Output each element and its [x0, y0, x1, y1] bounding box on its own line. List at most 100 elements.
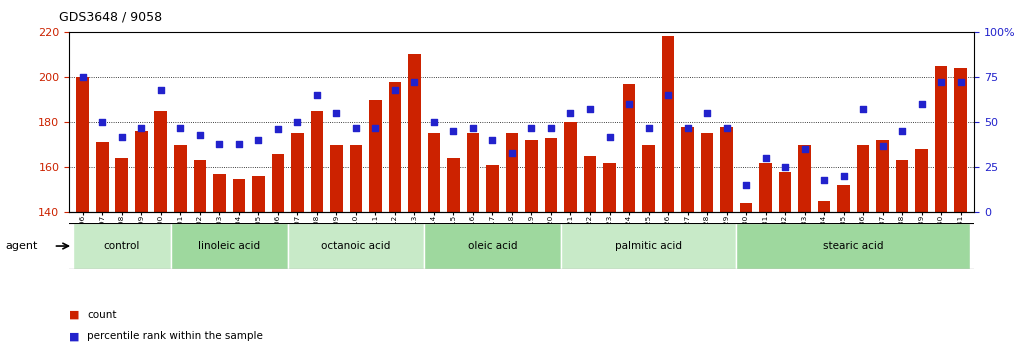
Bar: [427, 133, 440, 212]
Bar: [213, 174, 226, 212]
Point: [386, 87, 403, 92]
Point: [309, 92, 325, 98]
Bar: [193, 160, 206, 212]
Bar: [935, 66, 948, 212]
Point: [367, 125, 383, 130]
Text: control: control: [104, 241, 140, 251]
Point: [328, 110, 345, 116]
Text: count: count: [87, 310, 117, 320]
Point: [777, 164, 793, 170]
Bar: [545, 138, 557, 212]
Bar: [310, 111, 323, 212]
Text: octanoic acid: octanoic acid: [321, 241, 391, 251]
Bar: [467, 133, 479, 212]
Point: [875, 143, 891, 148]
Bar: [837, 185, 850, 212]
Bar: [798, 145, 811, 212]
Bar: [681, 127, 694, 212]
Bar: [564, 122, 577, 212]
Point: [835, 173, 851, 179]
Point: [231, 141, 247, 147]
Bar: [171, 223, 288, 269]
Bar: [96, 142, 109, 212]
Point: [601, 134, 617, 139]
Bar: [331, 145, 343, 212]
Point: [699, 110, 715, 116]
Point: [133, 125, 149, 130]
Point: [348, 125, 364, 130]
Bar: [877, 140, 889, 212]
Point: [212, 141, 228, 147]
Point: [445, 129, 462, 134]
Point: [855, 107, 872, 112]
Bar: [622, 84, 636, 212]
Point: [95, 119, 111, 125]
Text: agent: agent: [5, 241, 38, 251]
Bar: [486, 165, 498, 212]
Bar: [560, 223, 736, 269]
Point: [718, 125, 734, 130]
Point: [738, 183, 755, 188]
Bar: [408, 55, 421, 212]
Point: [796, 147, 813, 152]
Bar: [155, 111, 167, 212]
Point: [503, 150, 520, 156]
Point: [153, 87, 169, 92]
Bar: [288, 223, 424, 269]
Point: [758, 155, 774, 161]
Bar: [525, 140, 538, 212]
Point: [641, 125, 657, 130]
Bar: [779, 172, 791, 212]
Bar: [818, 201, 831, 212]
Point: [660, 92, 676, 98]
Text: linoleic acid: linoleic acid: [198, 241, 260, 251]
Point: [114, 134, 130, 139]
Point: [894, 129, 910, 134]
Bar: [135, 131, 147, 212]
Point: [250, 137, 266, 143]
Bar: [73, 223, 171, 269]
Bar: [369, 99, 381, 212]
Bar: [662, 36, 674, 212]
Point: [543, 125, 559, 130]
Point: [484, 137, 500, 143]
Bar: [116, 158, 128, 212]
Bar: [739, 203, 753, 212]
Bar: [252, 176, 264, 212]
Bar: [915, 149, 928, 212]
Point: [426, 119, 442, 125]
Bar: [720, 127, 733, 212]
Point: [465, 125, 481, 130]
Point: [562, 110, 579, 116]
Bar: [505, 133, 519, 212]
Bar: [603, 163, 616, 212]
Bar: [642, 145, 655, 212]
Point: [407, 80, 423, 85]
Point: [679, 125, 696, 130]
Bar: [954, 68, 967, 212]
Text: oleic acid: oleic acid: [468, 241, 518, 251]
Bar: [447, 158, 460, 212]
Bar: [272, 154, 284, 212]
Bar: [233, 178, 245, 212]
Point: [933, 80, 949, 85]
Text: ■: ■: [69, 331, 79, 341]
Point: [582, 107, 598, 112]
Bar: [174, 145, 187, 212]
Text: percentile rank within the sample: percentile rank within the sample: [87, 331, 263, 341]
Bar: [350, 145, 362, 212]
Point: [192, 132, 208, 138]
Point: [172, 125, 188, 130]
Bar: [291, 133, 304, 212]
Point: [289, 119, 305, 125]
Point: [913, 101, 930, 107]
Text: palmitic acid: palmitic acid: [615, 241, 682, 251]
Point: [74, 74, 91, 80]
Bar: [896, 160, 908, 212]
Point: [953, 80, 969, 85]
Point: [270, 126, 286, 132]
Text: GDS3648 / 9058: GDS3648 / 9058: [59, 11, 162, 24]
Bar: [388, 81, 402, 212]
Point: [524, 125, 540, 130]
Bar: [856, 145, 870, 212]
